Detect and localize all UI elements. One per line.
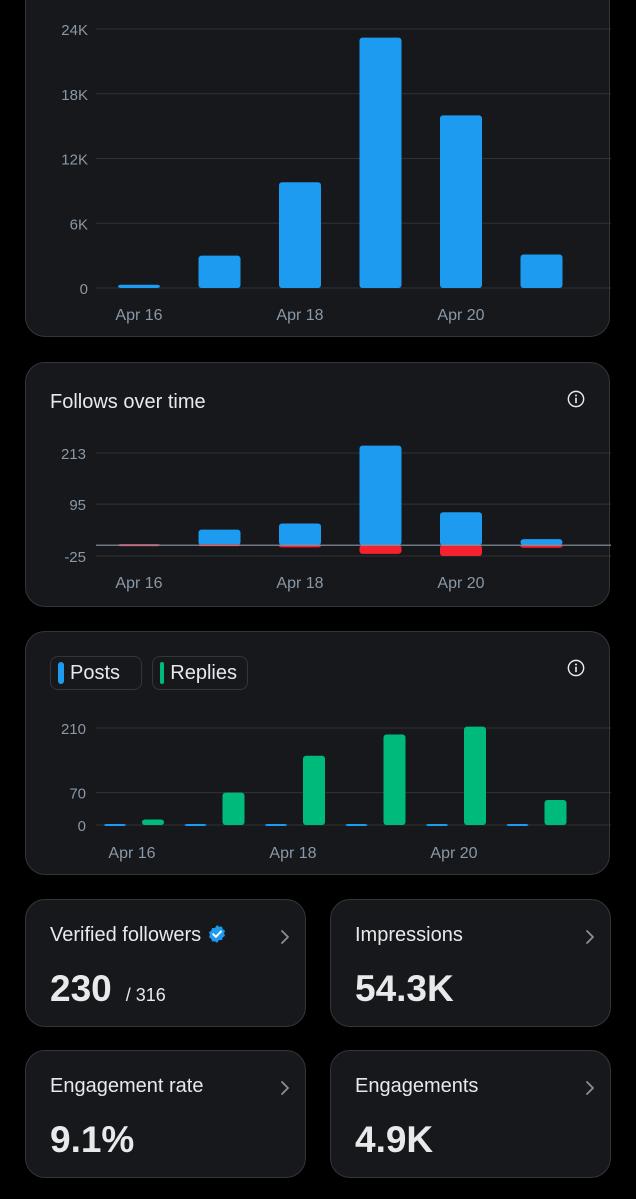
- x-tick-label: Apr 16: [115, 307, 162, 324]
- follows-bar-chart: -25 95 213 Apr 16 Apr 18 Apr 20: [61, 445, 611, 592]
- y-tick-label: 70: [69, 786, 86, 803]
- info-circle-icon[interactable]: [567, 659, 585, 677]
- engagements-card[interactable]: Engagements 4.9K: [330, 1050, 611, 1178]
- bar: [359, 545, 402, 554]
- y-tick-label: 213: [61, 446, 86, 463]
- verified-badge-icon: [209, 925, 226, 943]
- engagement-rate-value: 9.1%: [50, 1119, 135, 1160]
- engagement-rate-label: Engagement rate: [50, 1075, 204, 1097]
- bar: [198, 255, 241, 288]
- y-tick-label: 18K: [61, 87, 88, 104]
- legend-posts[interactable]: Posts: [50, 656, 142, 690]
- y-tick-label: 24K: [61, 22, 88, 39]
- impressions-chart-card: 0 6K 12K 18K 24K Apr 16 Apr 18 Apr 20: [25, 0, 611, 337]
- y-tick-label: 0: [80, 281, 88, 298]
- bar: [383, 734, 406, 825]
- bar: [303, 755, 325, 825]
- bar: [520, 545, 563, 548]
- chevron-right-icon: [586, 930, 594, 944]
- follows-chart-card: Follows over time -25 95 213 Apr 16 Apr 18 Ap…: [25, 362, 611, 607]
- legend-posts-swatch: [58, 662, 64, 684]
- chevron-right-icon: [586, 1081, 594, 1095]
- bar: [142, 819, 164, 825]
- bar: [506, 824, 529, 826]
- engagements-label: Engagements: [355, 1075, 479, 1097]
- bar: [440, 545, 482, 556]
- bar: [265, 824, 287, 826]
- posts-replies-chart-card: Posts Replies 0 70 210 Apr 16 Apr 18 Apr 20: [25, 631, 611, 875]
- bar: [222, 792, 245, 825]
- legend-replies-label: Replies: [170, 661, 237, 684]
- x-tick-label: Apr 20: [437, 575, 484, 592]
- chevron-right-icon: [281, 1081, 289, 1095]
- engagement-rate-card[interactable]: Engagement rate 9.1%: [25, 1050, 306, 1178]
- legend-posts-label: Posts: [70, 661, 121, 684]
- y-tick-label: -25: [64, 549, 86, 566]
- y-tick-label: 210: [61, 721, 86, 738]
- verified-followers-label: Verified followers: [50, 924, 227, 947]
- verified-followers-card[interactable]: Verified followers 230/ 316: [25, 899, 306, 1027]
- y-tick-label: 12K: [61, 152, 88, 169]
- x-tick-label: Apr 20: [437, 307, 484, 324]
- posts-replies-bar-chart: 0 70 210 Apr 16 Apr 18 Apr 20: [61, 721, 611, 862]
- bar: [440, 512, 482, 546]
- y-tick-label: 6K: [70, 216, 88, 233]
- bar: [520, 254, 563, 288]
- bar: [184, 824, 207, 826]
- impressions-label: Impressions: [355, 924, 463, 946]
- legend-replies-swatch: [160, 662, 165, 684]
- bar: [104, 824, 126, 826]
- chevron-right-icon: [281, 930, 289, 944]
- bar: [426, 824, 448, 826]
- y-tick-label: 95: [69, 497, 86, 514]
- verified-followers-total: / 316: [125, 985, 166, 1005]
- x-tick-label: Apr 16: [115, 575, 162, 592]
- bar: [198, 529, 241, 546]
- x-tick-label: Apr 18: [276, 575, 323, 592]
- bar: [279, 523, 321, 546]
- bar: [440, 115, 482, 288]
- x-tick-label: Apr 20: [430, 845, 477, 862]
- x-tick-label: Apr 18: [276, 307, 323, 324]
- bar: [359, 445, 402, 546]
- info-circle-icon[interactable]: [567, 390, 585, 408]
- impressions-bar-chart: 0 6K 12K 18K 24K Apr 16 Apr 18 Apr 20: [61, 22, 611, 324]
- engagements-value: 4.9K: [355, 1119, 434, 1160]
- bar: [118, 284, 160, 288]
- follows-chart-title: Follows over time: [50, 391, 206, 413]
- impressions-value: 54.3K: [355, 968, 454, 1009]
- x-tick-label: Apr 18: [269, 845, 316, 862]
- legend-replies[interactable]: Replies: [152, 656, 248, 690]
- bar: [520, 539, 563, 546]
- bar: [359, 37, 402, 289]
- bar: [544, 800, 567, 825]
- bar: [345, 824, 368, 826]
- y-tick-label: 0: [78, 818, 86, 835]
- verified-followers-value: 230/ 316: [50, 968, 166, 1009]
- x-tick-label: Apr 16: [108, 845, 155, 862]
- impressions-card[interactable]: Impressions 54.3K: [330, 899, 611, 1027]
- bar: [279, 182, 321, 288]
- bar: [464, 726, 486, 825]
